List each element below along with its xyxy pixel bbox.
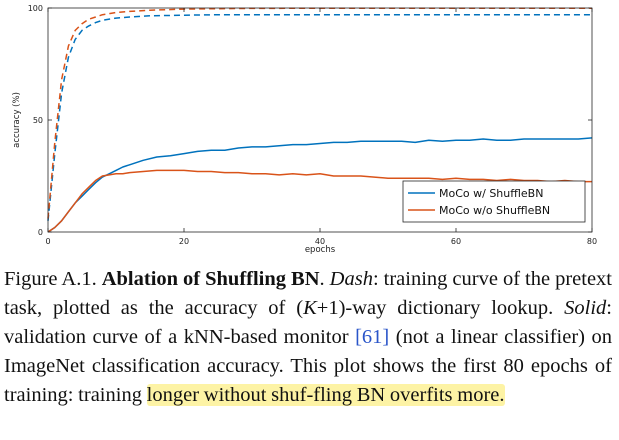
caption-math-k: K <box>303 297 317 319</box>
citation-link[interactable]: [61] <box>355 326 390 348</box>
caption-math-rest: +1) <box>316 297 346 319</box>
y-axis-label: accuracy (%) <box>12 92 22 148</box>
series-line-solid-shufflebn <box>47 137 593 233</box>
x-tick-label: 80 <box>587 237 597 246</box>
legend-box <box>402 180 586 223</box>
caption-solid-label: Solid <box>564 297 607 319</box>
x-tick-label: 40 <box>315 237 325 246</box>
accuracy-chart: 0 20 40 60 80 0 50 100 epochs accuracy (%) MoCo… <box>12 4 597 255</box>
legend-entry-label: MoCo w/ ShuffleBN <box>439 187 543 200</box>
caption-dash-text: : training curve of the pretext task, pl… <box>4 268 612 319</box>
figure-caption: Figure A.1. Ablation of Shuffling BN. Da… <box>4 268 612 406</box>
y-tick-label: 0 <box>38 228 43 237</box>
legend-entry-label: MoCo w/o ShuffleBN <box>439 204 550 217</box>
caption-figure-label: Figure A.1. <box>4 268 97 290</box>
curves <box>47 7 593 233</box>
caption-title: Ablation of Shuffling BN <box>101 268 320 290</box>
caption-highlight: longer without shuf-fling BN overfits mo… <box>146 384 505 406</box>
x-tick-label: 60 <box>451 237 461 246</box>
series-line-dashed-no-shufflebn <box>47 7 592 219</box>
y-tick-label: 50 <box>33 116 43 125</box>
y-tick-label: 100 <box>28 4 43 13</box>
caption-math-open: ( <box>296 297 304 319</box>
x-axis-label: epochs <box>305 245 336 255</box>
series-line-dashed-shufflebn <box>47 13 592 221</box>
legend: MoCo w/ ShuffleBN MoCo w/o ShuffleBN <box>402 180 586 223</box>
caption-dash-label: Dash <box>329 268 373 290</box>
x-tick-label: 20 <box>179 237 189 246</box>
caption-dash-text-2: -way dictionary lookup. <box>345 297 565 319</box>
caption-solid-text-2: (not a linear classifier) on ImageNet cl… <box>4 326 612 406</box>
caption-solid-text: : validation curve of a kNN-based monito… <box>4 297 612 348</box>
series-line-solid-no-shufflebn <box>47 169 592 233</box>
axes: 0 20 40 60 80 0 50 100 <box>28 4 597 246</box>
x-tick-label: 0 <box>45 237 50 246</box>
